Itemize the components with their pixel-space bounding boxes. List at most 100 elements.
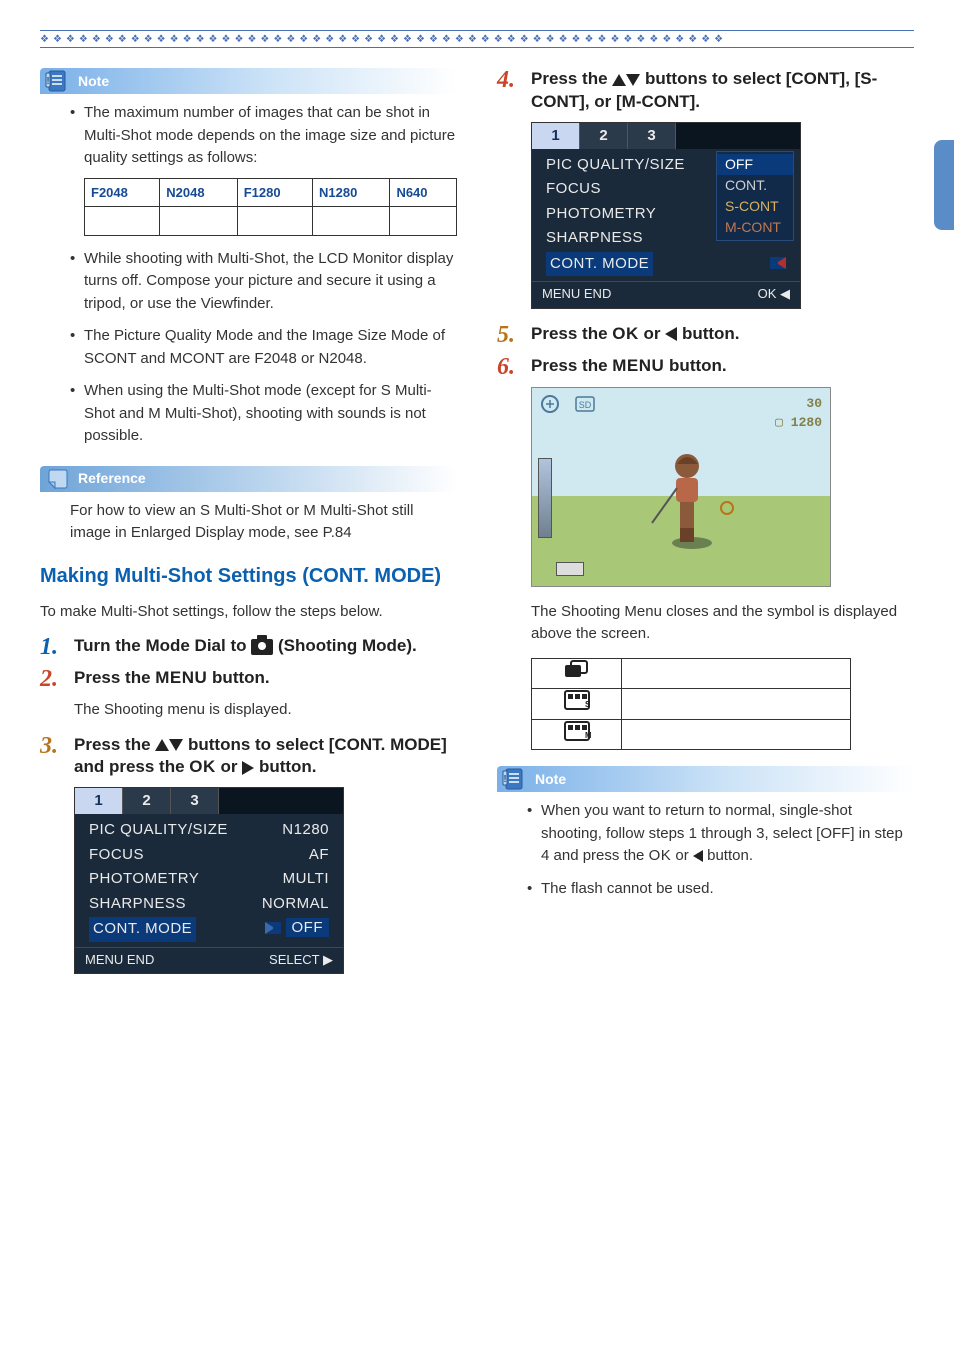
step-6-text: Press the MENU button. xyxy=(531,355,727,379)
note2-bullet1: When you want to return to normal, singl… xyxy=(527,800,914,868)
svg-text:S: S xyxy=(585,700,591,709)
step-4-text: Press the buttons to select [CONT], [S-C… xyxy=(531,68,914,114)
note1-bullet2: While shooting with Multi-Shot, the LCD … xyxy=(70,248,457,316)
step-1-text: Turn the Mode Dial to (Shooting Mode). xyxy=(74,635,417,659)
mode-table: F2048 N2048 F1280 N1280 N640 xyxy=(84,178,457,236)
svg-text:!: ! xyxy=(503,774,506,785)
svg-text:SD: SD xyxy=(579,400,592,410)
menu1-r5: CONT. MODE OFF xyxy=(75,916,343,943)
sym-cont-icon xyxy=(532,658,622,689)
triangle-left-icon xyxy=(770,257,786,269)
note1-bullet4: When using the Multi-Shot mode (except f… xyxy=(70,380,457,448)
menu1-tab3: 3 xyxy=(171,788,219,814)
note2-bullet2: The flash cannot be used. xyxy=(527,878,914,901)
step-3: 3. Press the buttons to select [CONT. MO… xyxy=(40,734,457,780)
th-f2048: F2048 xyxy=(85,178,160,207)
th-n1280: N1280 xyxy=(313,178,390,207)
menu1-r1: PIC QUALITY/SIZEN1280 xyxy=(75,818,343,843)
note1-bullet1: The maximum number of images that can be… xyxy=(70,102,457,236)
svg-text:!: ! xyxy=(46,76,49,87)
mode-icons: SD xyxy=(540,394,600,414)
td-5 xyxy=(390,207,457,236)
note1-bullet3: The Picture Quality Mode and the Image S… xyxy=(70,325,457,370)
triangle-left-icon xyxy=(665,327,677,341)
menu2-r5: CONT. MODE xyxy=(532,251,800,278)
note2-header: ! Note xyxy=(497,766,914,792)
step-2: 2. Press the MENU button. xyxy=(40,667,457,691)
step-3-text: Press the buttons to select [CONT. MODE]… xyxy=(74,734,457,780)
popup-scont: S-CONT xyxy=(717,196,793,217)
step-2-num: 2. xyxy=(40,667,64,691)
step-1-num: 1. xyxy=(40,635,64,659)
symbol-table: S M xyxy=(531,658,851,751)
shooting-menu-2: 1 2 3 PIC QUALITY/SIZE FOCUS PHOTOMETRY … xyxy=(531,122,801,309)
step-5-num: 5. xyxy=(497,323,521,347)
step-6: 6. Press the MENU button. xyxy=(497,355,914,379)
td-1 xyxy=(85,207,160,236)
step-4-num: 4. xyxy=(497,68,521,114)
menu1-tab2: 2 xyxy=(123,788,171,814)
top-decor: ❖❖❖❖❖❖❖❖❖❖❖❖❖❖❖❖❖❖❖❖❖❖❖❖❖❖❖❖❖❖❖❖❖❖❖❖❖❖❖❖… xyxy=(40,30,914,48)
triangle-up-icon xyxy=(612,74,626,86)
reference-icon xyxy=(44,465,72,493)
popup-cont: CONT. xyxy=(717,175,793,196)
menu2-footer-r: OK ◀ xyxy=(758,284,790,304)
reference-label: Reference xyxy=(78,468,146,489)
side-tab xyxy=(934,140,954,230)
triangle-right-icon xyxy=(242,761,254,775)
step-4: 4. Press the buttons to select [CONT], [… xyxy=(497,68,914,114)
popup-off: OFF xyxy=(717,154,793,175)
th-n640: N640 xyxy=(390,178,457,207)
step-5-text: Press the OK or button. xyxy=(531,323,740,347)
step-2-text: Press the MENU button. xyxy=(74,667,270,691)
section-intro: To make Multi-Shot settings, follow the … xyxy=(40,601,457,624)
sym-mcont-icon: M xyxy=(532,719,622,750)
triangle-down-icon xyxy=(169,739,183,751)
th-n2048: N2048 xyxy=(160,178,237,207)
step-6-num: 6. xyxy=(497,355,521,379)
triangle-up-icon xyxy=(155,739,169,751)
closing-text: The Shooting Menu closes and the symbol … xyxy=(531,601,914,646)
menu2-tab3: 3 xyxy=(628,123,676,149)
step-5: 5. Press the OK or button. xyxy=(497,323,914,347)
reference-header: Reference xyxy=(40,466,457,492)
diamond-row: ❖❖❖❖❖❖❖❖❖❖❖❖❖❖❖❖❖❖❖❖❖❖❖❖❖❖❖❖❖❖❖❖❖❖❖❖❖❖❖❖… xyxy=(40,32,727,47)
th-f1280: F1280 xyxy=(237,178,312,207)
menu1-r3: PHOTOMETRYMULTI xyxy=(75,867,343,892)
menu1-r2: FOCUSAF xyxy=(75,843,343,868)
camera-icon xyxy=(251,639,273,655)
sym-mcont-desc xyxy=(622,719,851,750)
menu1-footer-r: SELECT ▶ xyxy=(269,950,333,970)
menu2-tab1: 1 xyxy=(532,123,580,149)
shot-count: 30 xyxy=(775,394,822,414)
shooting-menu-1: 1 2 3 PIC QUALITY/SIZEN1280 FOCUSAF PHOT… xyxy=(74,787,344,974)
menu2-footer-l: MENU END xyxy=(542,284,611,304)
note-label: Note xyxy=(78,71,109,92)
menu2-tab2: 2 xyxy=(580,123,628,149)
battery-icon xyxy=(556,562,584,576)
td-2 xyxy=(160,207,237,236)
left-column: ! Note The maximum number of images that… xyxy=(40,68,457,988)
svg-text:M: M xyxy=(585,731,591,740)
reference-text: For how to view an S Multi-Shot or M Mul… xyxy=(70,500,457,545)
step-3-num: 3. xyxy=(40,734,64,780)
menu1-footer-l: MENU END xyxy=(85,950,154,970)
cont-popup: OFF CONT. S-CONT M-CONT xyxy=(716,151,794,241)
triangle-left-icon xyxy=(693,850,703,862)
triangle-right-icon xyxy=(265,922,281,934)
triangle-down-icon xyxy=(626,74,640,86)
sym-scont-desc xyxy=(622,689,851,720)
note-header: ! Note xyxy=(40,68,457,94)
right-column: 4. Press the buttons to select [CONT], [… xyxy=(497,68,914,988)
sym-cont-desc xyxy=(622,658,851,689)
note2-label: Note xyxy=(535,769,566,790)
td-3 xyxy=(237,207,312,236)
step-1: 1. Turn the Mode Dial to (Shooting Mode)… xyxy=(40,635,457,659)
note-icon: ! xyxy=(501,765,529,793)
menu1-r4: SHARPNESSNORMAL xyxy=(75,892,343,917)
note-icon: ! xyxy=(44,67,72,95)
live-view: SD 30 ▢ 1280 xyxy=(531,387,831,587)
menu1-tab1: 1 xyxy=(75,788,123,814)
td-4 xyxy=(313,207,390,236)
step-2-sub: The Shooting menu is displayed. xyxy=(74,699,457,722)
